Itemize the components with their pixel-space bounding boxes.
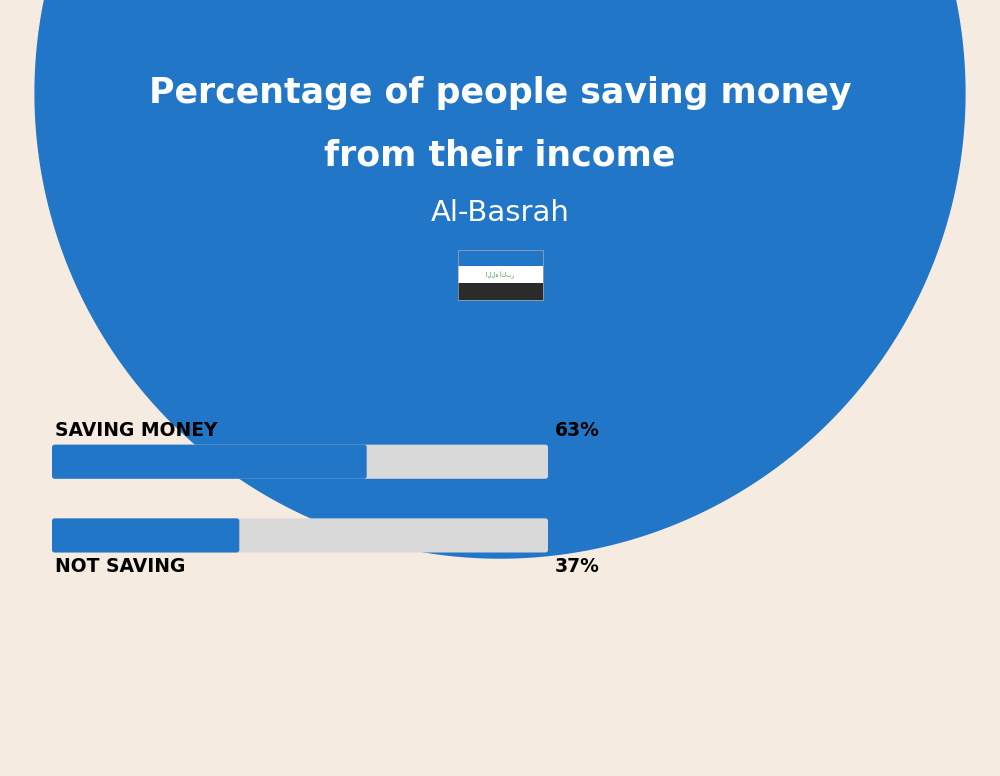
Text: 37%: 37% (555, 557, 600, 576)
Text: SAVING MONEY: SAVING MONEY (55, 421, 218, 440)
FancyBboxPatch shape (458, 283, 542, 300)
Text: 63%: 63% (555, 421, 600, 440)
FancyBboxPatch shape (52, 518, 239, 553)
Text: NOT SAVING: NOT SAVING (55, 557, 185, 576)
Text: Percentage of people saving money: Percentage of people saving money (149, 76, 851, 110)
Text: from their income: from their income (324, 138, 676, 172)
FancyBboxPatch shape (458, 266, 542, 283)
Text: الله أكبر: الله أكبر (486, 271, 514, 279)
Text: Al-Basrah: Al-Basrah (431, 199, 569, 227)
FancyBboxPatch shape (52, 518, 548, 553)
Polygon shape (0, 0, 1000, 559)
FancyBboxPatch shape (458, 266, 542, 283)
FancyBboxPatch shape (52, 445, 367, 479)
FancyBboxPatch shape (52, 445, 548, 479)
